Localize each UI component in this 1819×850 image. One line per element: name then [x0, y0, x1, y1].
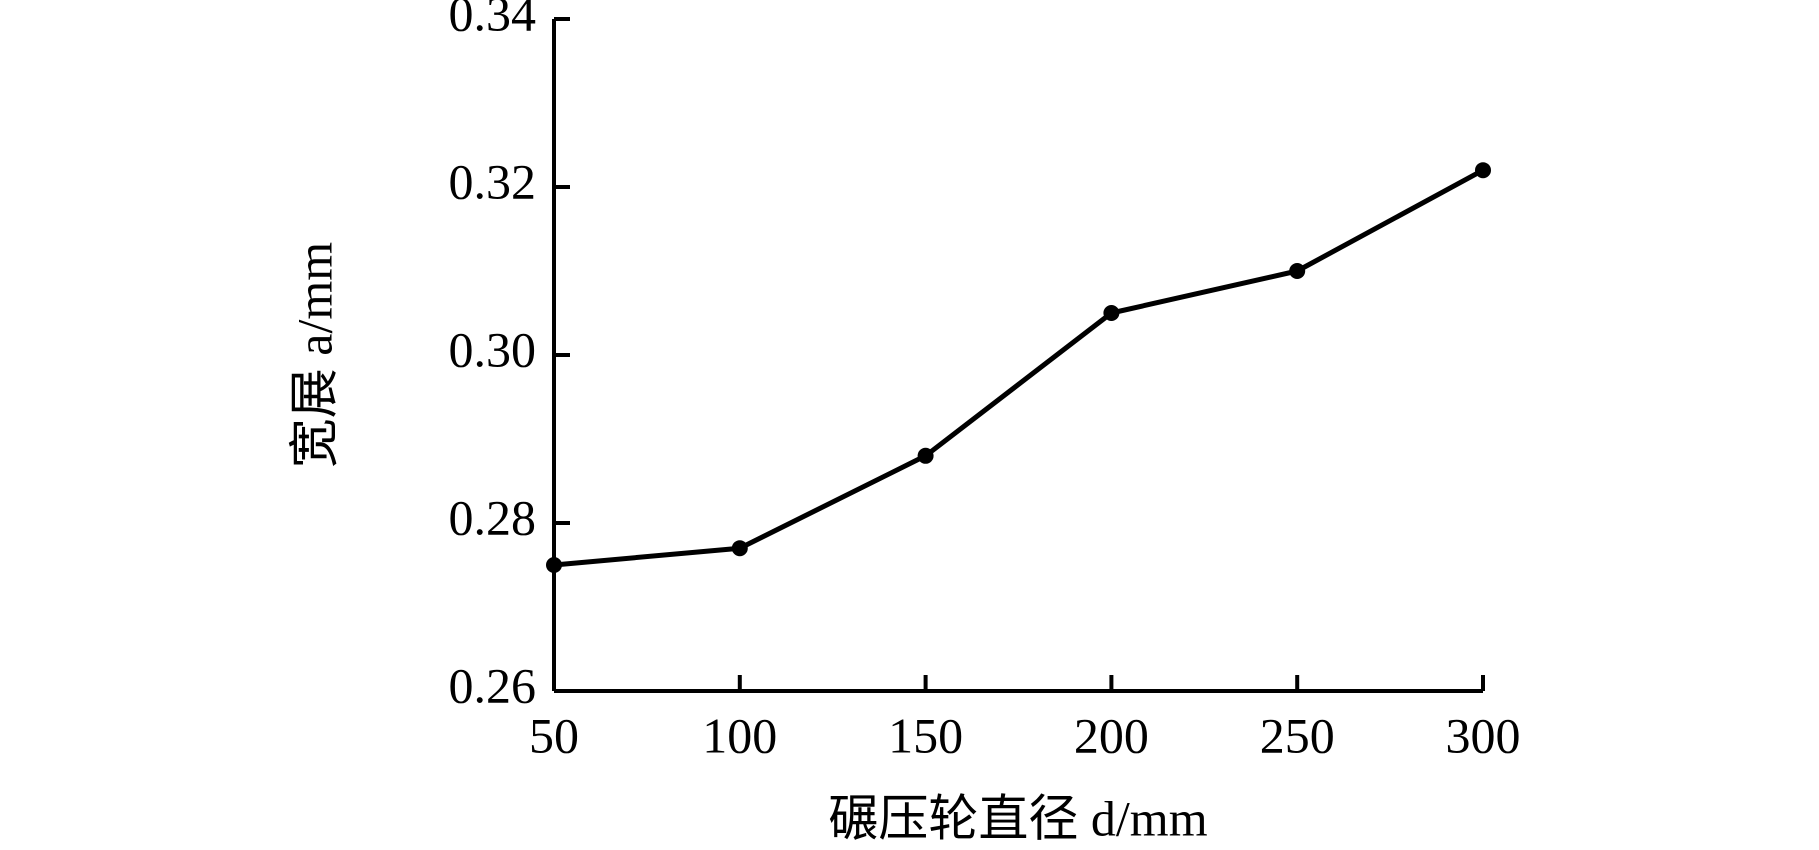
marker: [1103, 305, 1120, 321]
x-tick-label: 250: [1260, 707, 1335, 763]
marker: [917, 447, 934, 464]
y-tick-label: 0.30: [449, 321, 537, 377]
x-tick-label: 300: [1446, 707, 1521, 763]
marker: [731, 540, 748, 557]
y-axis-label: 宽展 a/mm: [286, 242, 342, 468]
x-tick-label: 100: [702, 707, 777, 763]
x-axis-label: 碾压轮直径 d/mm: [828, 790, 1207, 846]
marker: [546, 557, 562, 573]
x-tick-label: 50: [529, 707, 579, 763]
line: [553, 168, 1485, 568]
y-tick-label: 0.32: [449, 153, 537, 209]
marker: [1475, 162, 1491, 179]
marker: [1289, 263, 1306, 279]
y-tick-label: 0.34: [449, 0, 537, 41]
x-tick-label: 200: [1074, 707, 1149, 763]
x-tick-label: 150: [888, 707, 963, 763]
y-tick-label: 0.26: [449, 657, 537, 713]
y-tick-label: 0.28: [449, 489, 537, 545]
